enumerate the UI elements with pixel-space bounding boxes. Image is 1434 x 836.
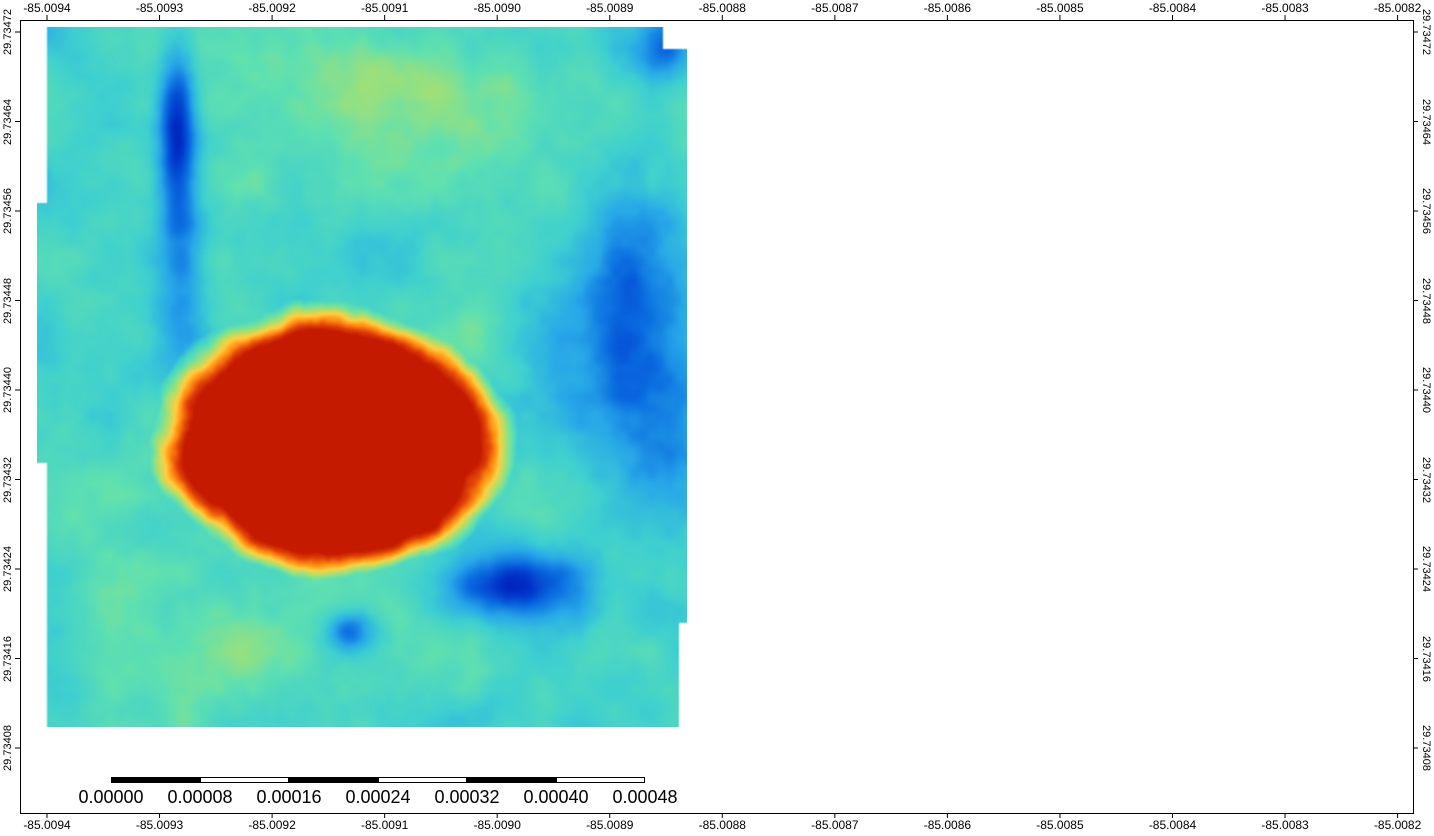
y-tick-label-right: 29.73448 — [1420, 277, 1432, 324]
x-tick-label-bottom: -85.0086 — [923, 818, 972, 832]
y-tick-label-right: 29.73432 — [1420, 456, 1432, 503]
y-tick-label-right: 29.73464 — [1420, 98, 1432, 145]
map-frame[interactable]: 0.00000 0.00008 0.00016 0.00024 0.00032 0.000… — [20, 20, 1414, 814]
y-tick-label-left: 29.73464 — [2, 98, 14, 145]
x-tick-label-bottom: -85.0092 — [248, 818, 296, 832]
y-tick-label-right: 29.73456 — [1420, 188, 1432, 234]
x-tick-label-bottom: -85.0084 — [1148, 818, 1197, 832]
y-tick-label-left: 29.73448 — [2, 277, 14, 324]
x-tick-label-top: -85.0083 — [1261, 1, 1309, 15]
y-tick-label-right: 29.73472 — [1420, 9, 1432, 55]
x-tick-label-bottom: -85.0083 — [1261, 818, 1309, 832]
x-tick-label-top: -85.0088 — [698, 1, 746, 15]
scale-bar-segment — [289, 777, 378, 783]
x-tick-label-top: -85.0086 — [923, 1, 972, 15]
scale-bar-label: 0.00008 — [167, 787, 233, 807]
y-tick-label-left: 29.73416 — [2, 635, 14, 682]
x-tick-label-bottom: -85.0094 — [23, 818, 71, 832]
scale-bar-segment — [556, 777, 645, 783]
y-tick-label-right: 29.73440 — [1420, 367, 1432, 413]
x-tick-label-top: -85.0094 — [23, 1, 71, 15]
scale-bar-segment — [467, 777, 556, 783]
scale-bar-label: 0.00016 — [256, 787, 322, 807]
scale-bar-label: 0.00024 — [345, 787, 411, 807]
x-tick-label-top: -85.0082 — [1373, 1, 1422, 15]
x-tick-label-bottom: -85.0088 — [698, 818, 746, 832]
y-tick-label-left: 29.73440 — [2, 367, 14, 413]
x-tick-label-top: -85.0092 — [248, 1, 296, 15]
y-tick-label-left: 29.73472 — [2, 9, 14, 55]
x-tick-label-bottom: -85.0091 — [360, 818, 409, 832]
x-tick-label-bottom: -85.0090 — [473, 818, 521, 832]
x-tick-label-bottom: -85.0085 — [1036, 818, 1084, 832]
scale-bar-label: 0.00040 — [523, 787, 589, 807]
scale-bar-label: 0.00000 — [78, 787, 144, 807]
y-tick-label-right: 29.73424 — [1420, 546, 1432, 592]
y-tick-label-right: 29.73416 — [1420, 635, 1432, 682]
y-tick-label-right: 29.73408 — [1420, 725, 1432, 771]
x-tick-label-bottom: -85.0087 — [811, 818, 859, 832]
x-tick-label-bottom: -85.0089 — [586, 818, 634, 832]
heatmap-raster — [37, 27, 687, 727]
x-tick-label-top: -85.0085 — [1036, 1, 1084, 15]
x-tick-label-top: -85.0090 — [473, 1, 521, 15]
x-tick-label-top: -85.0091 — [360, 1, 409, 15]
y-tick-label-left: 29.73424 — [2, 546, 14, 592]
y-tick-label-left: 29.73432 — [2, 456, 14, 503]
x-tick-label-top: -85.0084 — [1148, 1, 1197, 15]
y-tick-label-left: 29.73408 — [2, 725, 14, 771]
scale-bar-label: 0.00032 — [434, 787, 500, 807]
x-tick-label-top: -85.0087 — [811, 1, 859, 15]
x-tick-label-bottom: -85.0082 — [1373, 818, 1422, 832]
x-tick-label-top: -85.0089 — [586, 1, 634, 15]
scale-bar-segment — [200, 777, 289, 783]
scale-bar-segment — [111, 777, 200, 783]
x-tick-label-top: -85.0093 — [135, 1, 184, 15]
scale-bar-label: 0.00048 — [612, 787, 678, 807]
x-tick-label-bottom: -85.0093 — [135, 818, 184, 832]
scale-bar-segment — [378, 777, 467, 783]
y-tick-label-left: 29.73456 — [2, 188, 14, 234]
